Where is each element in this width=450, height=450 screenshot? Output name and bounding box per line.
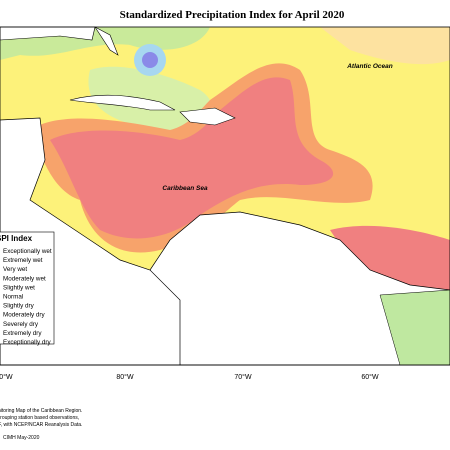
legend-title: SPI Index	[0, 234, 33, 243]
dry-area	[50, 77, 334, 239]
sea-label: Caribbean Sea	[162, 185, 208, 192]
legend-entry: Moderately dry	[3, 312, 45, 319]
longitude-label: 60°W	[361, 373, 379, 381]
legend: SPI Index Exceptionally wet Extremely wet…	[0, 231, 55, 346]
longitude-label: 90°W	[0, 373, 13, 381]
legend-entry: Exceptionally wet	[3, 248, 52, 255]
footnote-line: CDF, with NCEP/NCAR Reanalysis Data.	[0, 422, 82, 428]
map	[0, 26, 450, 366]
footnote-line: Regrouping station based observations,	[0, 415, 79, 421]
map-frame	[0, 26, 450, 366]
longitude-labels: 90°W 80°W 70°W 60°W	[0, 373, 379, 381]
legend-entry: Moderately wet	[3, 275, 46, 282]
wet-area	[88, 66, 213, 132]
legend-entry: Slightly wet	[3, 284, 35, 291]
credit: CIMH May-2020	[3, 435, 40, 441]
dry-area	[330, 225, 450, 291]
longitude-label: 80°W	[116, 373, 134, 381]
legend-entry: Slightly dry	[3, 303, 35, 310]
legend-entry: Normal	[3, 294, 23, 301]
footnote-line: Monitoring Map of the Caribbean Region.	[0, 408, 82, 414]
longitude-label: 70°W	[234, 373, 252, 381]
wet-area	[142, 52, 158, 68]
island	[69, 94, 176, 111]
footnote: Monitoring Map of the Caribbean Region. R…	[0, 408, 82, 441]
legend-entry: Extremely dry	[3, 330, 42, 337]
legend-entry: Exceptionally dry	[3, 339, 51, 346]
ocean-label: Atlantic Ocean	[346, 63, 393, 70]
dry-area	[320, 27, 450, 65]
legend-entry: Very wet	[3, 266, 27, 273]
title: Standardized Precipitation Index for Apr…	[120, 9, 345, 21]
legend-entry: Severely dry	[3, 321, 39, 328]
legend-box	[0, 231, 55, 345]
legend-entry: Extremely wet	[3, 257, 43, 264]
land	[94, 26, 119, 56]
island	[179, 107, 236, 126]
